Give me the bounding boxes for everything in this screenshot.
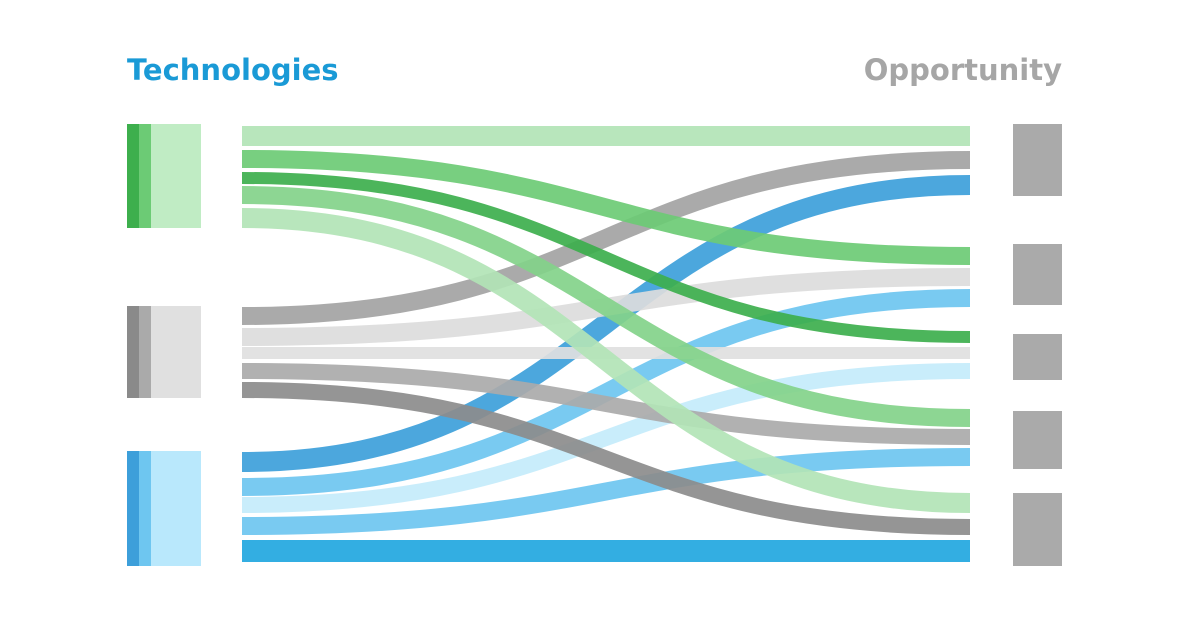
left-title: Technologies	[127, 53, 339, 87]
flow	[241, 289, 971, 496]
node-stripe	[127, 306, 139, 398]
node-stripe	[139, 124, 151, 228]
right-title: Opportunity	[864, 53, 1062, 87]
node-stripe	[151, 451, 201, 566]
flow	[241, 175, 971, 472]
node-stripe	[127, 124, 139, 228]
node	[1013, 411, 1062, 469]
flow	[241, 448, 971, 535]
flow	[241, 172, 971, 343]
node	[1013, 334, 1062, 380]
flow	[241, 363, 971, 445]
node	[1013, 124, 1062, 196]
flow	[241, 208, 971, 513]
node-stripe	[151, 124, 201, 228]
node	[1013, 244, 1062, 305]
right-nodes	[1013, 124, 1062, 566]
node-stripe	[127, 451, 139, 566]
node-stripe	[139, 451, 151, 566]
node-stripe	[151, 306, 201, 398]
left-nodes	[127, 124, 201, 566]
node	[1013, 493, 1062, 566]
node-stripe	[139, 306, 151, 398]
flow	[241, 151, 971, 325]
flow	[241, 150, 971, 265]
flows	[241, 125, 971, 563]
flow	[241, 363, 971, 513]
flow	[241, 382, 971, 535]
flow	[241, 186, 971, 427]
